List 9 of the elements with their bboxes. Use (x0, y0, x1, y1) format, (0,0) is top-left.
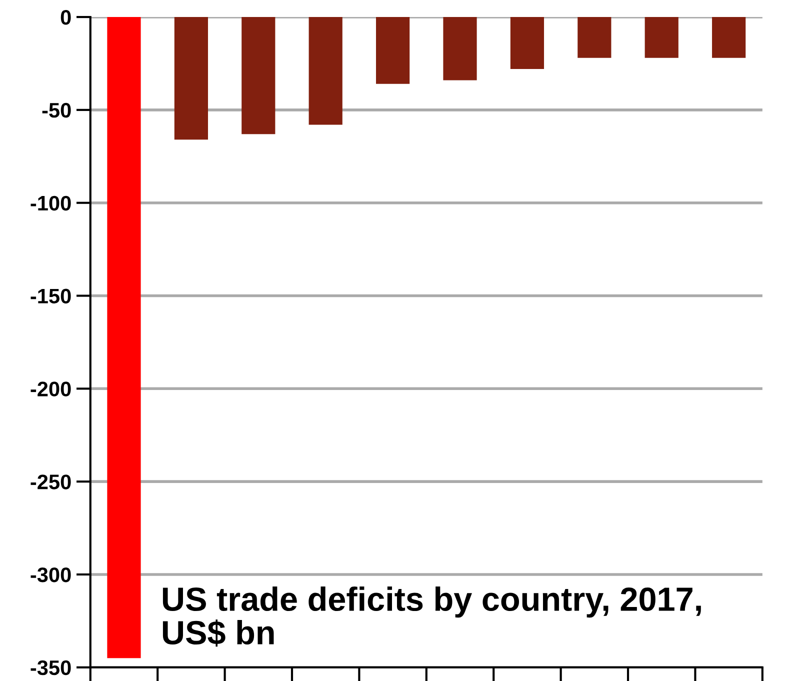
y-tick-label: -200 (30, 382, 71, 396)
y-tick-label: -300 (30, 567, 71, 582)
y-tick-label: -350 (30, 660, 71, 676)
y-tick-label: -150 (30, 288, 71, 304)
y-tick-label: -100 (30, 196, 71, 211)
text: US trade deficits by country, 2017, US$ bn (162, 586, 701, 647)
y-tick-label: 0 (60, 10, 71, 25)
y-tick-label: -50 (42, 102, 71, 118)
y-tick-label: -250 (30, 474, 71, 490)
